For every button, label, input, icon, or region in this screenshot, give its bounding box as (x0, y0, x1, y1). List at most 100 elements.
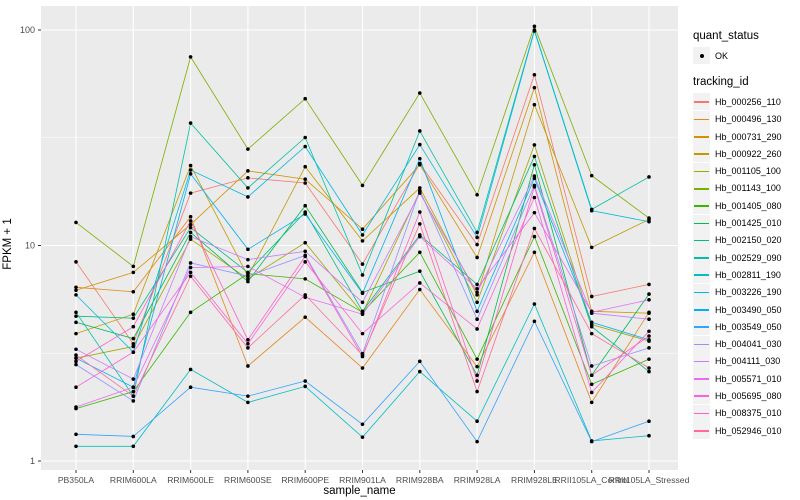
data-point[interactable] (532, 29, 537, 33)
data-point[interactable] (475, 282, 479, 287)
data-point[interactable] (418, 281, 422, 285)
data-point[interactable] (532, 210, 537, 215)
data-point[interactable] (589, 294, 594, 299)
data-point[interactable] (303, 277, 308, 281)
data-point[interactable] (131, 444, 136, 449)
data-point[interactable] (418, 129, 422, 133)
data-point[interactable] (246, 186, 250, 190)
data-point[interactable] (418, 142, 422, 147)
data-point[interactable] (418, 186, 422, 190)
data-point[interactable] (74, 314, 78, 318)
data-point[interactable] (532, 302, 537, 306)
data-point[interactable] (532, 72, 537, 77)
legend-item-Hb_004041_030[interactable]: Hb_004041_030 (693, 335, 800, 353)
data-point[interactable] (131, 289, 136, 294)
data-point[interactable] (532, 174, 537, 178)
data-point[interactable] (188, 265, 193, 270)
data-point[interactable] (418, 234, 422, 239)
legend-item-Hb_001405_080[interactable]: Hb_001405_080 (693, 197, 800, 215)
data-point[interactable] (589, 173, 594, 178)
data-point[interactable] (74, 220, 78, 225)
data-point[interactable] (74, 444, 78, 449)
data-point[interactable] (647, 311, 651, 316)
legend-item-Hb_001105_100[interactable]: Hb_001105_100 (693, 162, 800, 180)
data-point[interactable] (303, 315, 308, 319)
data-point[interactable] (418, 162, 422, 167)
data-point[interactable] (647, 369, 651, 374)
data-point[interactable] (475, 357, 479, 361)
data-point[interactable] (303, 203, 308, 208)
legend-item-Hb_004111_030[interactable]: Hb_004111_030 (693, 352, 800, 370)
data-point[interactable] (647, 334, 651, 338)
data-point[interactable] (188, 234, 193, 239)
data-point[interactable] (647, 292, 651, 296)
data-point[interactable] (360, 312, 365, 316)
data-point[interactable] (475, 255, 479, 260)
data-point[interactable] (532, 154, 537, 159)
legend-item-Hb_000922_260[interactable]: Hb_000922_260 (693, 145, 800, 163)
data-point[interactable] (418, 359, 422, 364)
data-point[interactable] (131, 399, 136, 403)
data-point[interactable] (360, 366, 365, 370)
data-point[interactable] (647, 216, 651, 220)
data-point[interactable] (303, 135, 308, 140)
data-point[interactable] (188, 225, 193, 230)
data-point[interactable] (188, 55, 193, 59)
data-point[interactable] (246, 270, 250, 275)
data-point[interactable] (647, 297, 651, 302)
data-point[interactable] (589, 320, 594, 325)
data-point[interactable] (188, 274, 193, 279)
data-point[interactable] (246, 147, 250, 151)
data-point[interactable] (74, 356, 78, 360)
data-point[interactable] (303, 177, 308, 182)
data-point[interactable] (74, 432, 78, 437)
data-point[interactable] (131, 341, 136, 346)
data-point[interactable] (188, 237, 193, 241)
data-point[interactable] (246, 341, 250, 346)
data-point[interactable] (647, 329, 651, 334)
data-point[interactable] (188, 222, 193, 227)
data-point[interactable] (647, 317, 651, 321)
legend-item-Hb_003490_050[interactable]: Hb_003490_050 (693, 301, 800, 318)
data-point[interactable] (360, 422, 365, 427)
data-point[interactable] (188, 310, 193, 315)
data-point[interactable] (246, 195, 250, 199)
data-point[interactable] (74, 310, 78, 315)
legend-item-Hb_001143_100[interactable]: Hb_001143_100 (693, 179, 800, 197)
data-point[interactable] (74, 353, 78, 357)
data-point[interactable] (131, 394, 136, 398)
data-point[interactable] (532, 102, 537, 107)
data-point[interactable] (246, 338, 250, 342)
data-point[interactable] (647, 175, 651, 179)
data-point[interactable] (246, 346, 250, 350)
data-point[interactable] (475, 379, 479, 383)
data-point[interactable] (131, 350, 136, 354)
legend-item-Hb_005571_010[interactable]: Hb_005571_010 (693, 370, 800, 388)
data-point[interactable] (532, 24, 537, 29)
data-point[interactable] (246, 274, 250, 279)
data-point[interactable] (74, 405, 78, 409)
data-point[interactable] (418, 250, 422, 255)
data-point[interactable] (475, 317, 479, 321)
data-point[interactable] (188, 367, 193, 372)
data-point[interactable] (303, 144, 308, 149)
data-point[interactable] (74, 362, 78, 367)
data-point[interactable] (475, 192, 479, 197)
data-point[interactable] (532, 195, 537, 200)
data-point[interactable] (418, 191, 422, 195)
data-point[interactable] (131, 336, 136, 341)
data-point[interactable] (246, 257, 250, 262)
data-point[interactable] (188, 270, 193, 275)
data-point[interactable] (589, 382, 594, 387)
data-point[interactable] (360, 435, 365, 439)
legend-item-Hb_002811_190[interactable]: Hb_002811_190 (693, 266, 800, 284)
legend-item-Hb_008375_010[interactable]: Hb_008375_010 (693, 404, 800, 422)
data-point[interactable] (418, 222, 422, 226)
data-point[interactable] (532, 85, 537, 90)
data-point[interactable] (74, 285, 78, 290)
legend-item-Hb_000731_290[interactable]: Hb_000731_290 (693, 128, 800, 146)
data-point[interactable] (360, 300, 365, 305)
data-point[interactable] (188, 219, 193, 223)
legend-item-Hb_000256_110[interactable]: Hb_000256_110 (693, 93, 800, 111)
legend-item-Hb_002529_090[interactable]: Hb_002529_090 (693, 249, 800, 267)
